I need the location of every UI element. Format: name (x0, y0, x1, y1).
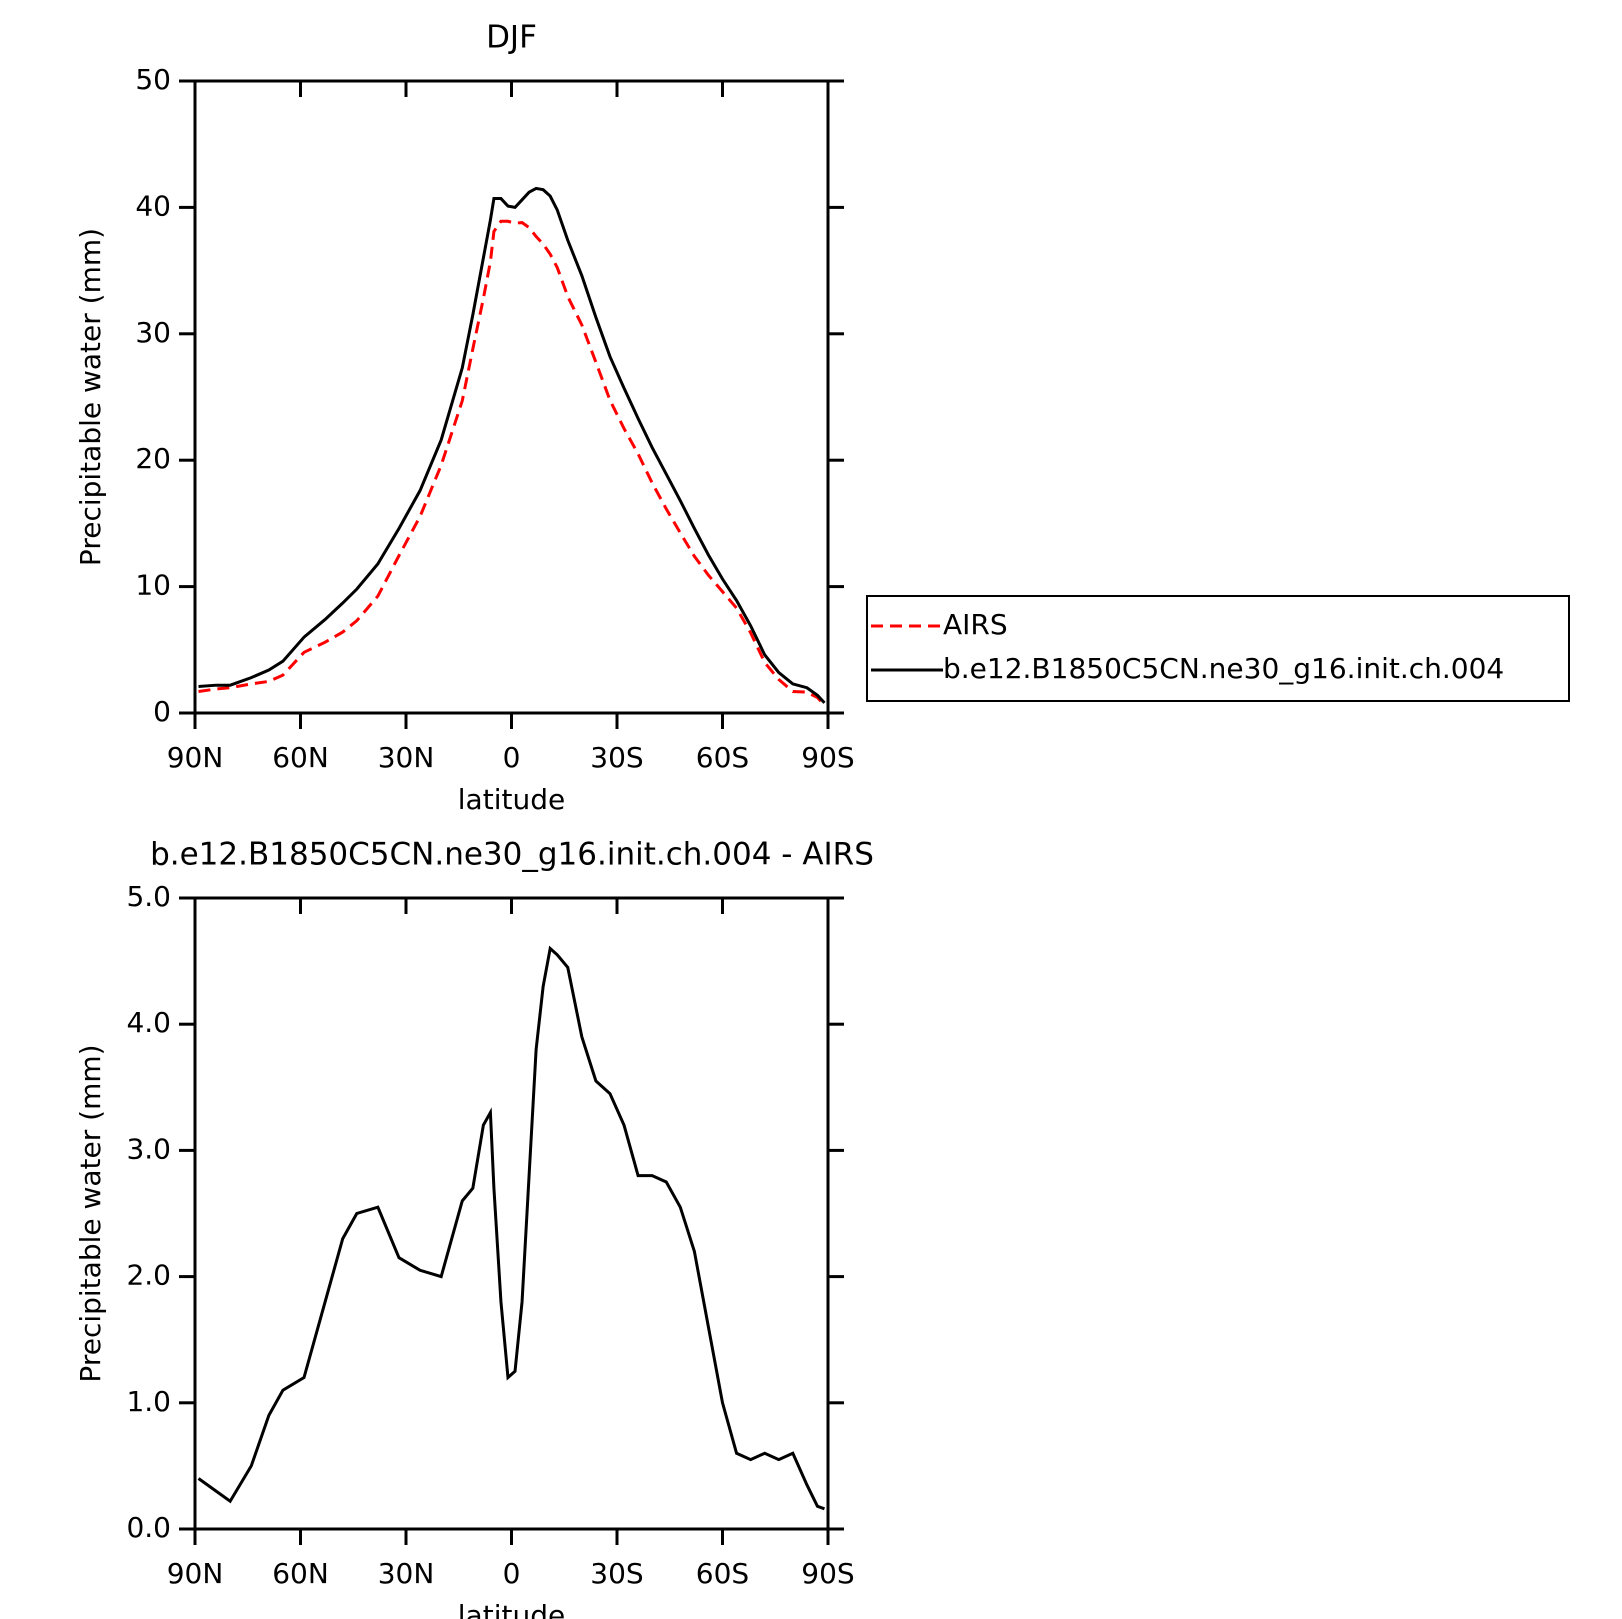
data-line (198, 219, 826, 706)
x-tick-label: 90S (801, 1557, 854, 1590)
y-tick-label: 1.0 (126, 1385, 171, 1418)
x-tick-label: 30N (378, 1557, 435, 1590)
plot-frame (193, 79, 830, 715)
x-tick-label: 60S (696, 1557, 749, 1590)
data-line (197, 945, 825, 1511)
y-axis-label: Precipitable water (mm) (74, 1044, 107, 1382)
y-axis-label: Precipitable water (mm) (74, 228, 107, 566)
x-tick-label: 90N (167, 1557, 224, 1590)
x-tick-label: 30S (590, 1557, 643, 1590)
x-axis-label: latitude (458, 783, 565, 816)
x-tick-label: 60S (696, 741, 749, 774)
y-tick-label: 30 (135, 316, 171, 349)
x-tick-label: 90N (167, 741, 224, 774)
y-tick-label: 2.0 (126, 1259, 171, 1292)
x-tick-label: 90S (801, 741, 854, 774)
x-tick-label: 30S (590, 741, 643, 774)
x-tick-label: 0 (503, 741, 521, 774)
legend-box (866, 595, 1570, 702)
x-axis-label: latitude (458, 1599, 565, 1619)
chart-title: b.e12.B1850C5CN.ne30_g16.init.ch.004 - A… (150, 837, 874, 873)
y-tick-label: 4.0 (126, 1006, 171, 1039)
chart-title: DJF (486, 20, 537, 56)
x-tick-label: 30N (378, 741, 435, 774)
y-tick-label: 0.0 (126, 1511, 171, 1544)
x-tick-label: 0 (503, 1557, 521, 1590)
y-tick-label: 0 (153, 695, 171, 728)
y-tick-label: 10 (135, 569, 171, 602)
y-tick-label: 50 (135, 63, 171, 96)
y-tick-label: 3.0 (126, 1132, 171, 1165)
legend-label: b.e12.B1850C5CN.ne30_g16.init.ch.004 (943, 652, 1504, 685)
legend-label: AIRS (943, 608, 1008, 641)
plot-frame (193, 896, 830, 1531)
y-tick-label: 5.0 (126, 880, 171, 913)
x-tick-label: 60N (272, 1557, 329, 1590)
x-tick-label: 60N (272, 741, 329, 774)
y-tick-label: 40 (135, 189, 171, 222)
y-tick-label: 20 (135, 442, 171, 475)
data-line (198, 186, 826, 704)
